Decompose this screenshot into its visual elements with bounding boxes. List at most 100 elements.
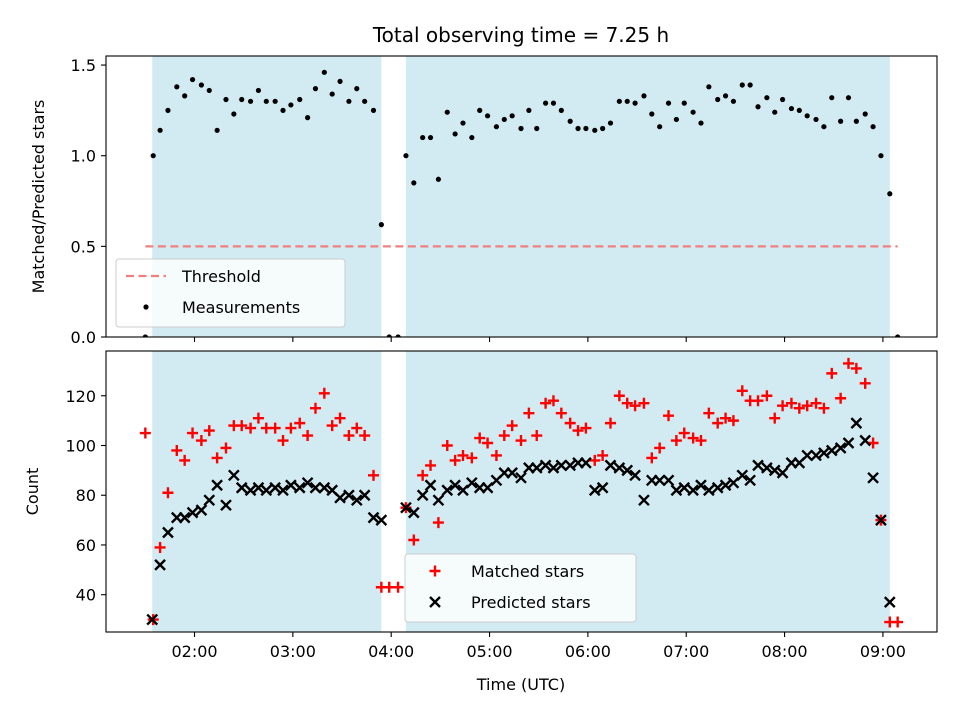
measurements-point	[878, 153, 884, 159]
x-tick-label: 03:00	[270, 642, 316, 661]
matched-stars-point	[139, 427, 151, 439]
matched-stars-point	[457, 449, 469, 461]
matched-stars-point	[842, 357, 854, 369]
predicted-stars-point	[744, 474, 756, 487]
predicted-stars-point	[367, 511, 380, 524]
measurements-point	[362, 98, 368, 104]
chart-title: Total observing time = 7.25 h	[372, 23, 669, 47]
predicted-stars-point	[776, 467, 789, 479]
x-tick-label: 06:00	[565, 642, 611, 661]
measurements-point	[182, 93, 188, 99]
measurements-point	[174, 84, 180, 90]
measurements-point	[493, 124, 500, 130]
measurements-point	[681, 100, 687, 106]
series-layer	[142, 69, 901, 337]
predicted-stars-point	[768, 464, 781, 477]
predicted-stars-point	[687, 484, 699, 497]
matched-stars-point	[801, 400, 813, 412]
predicted-stars-point	[883, 596, 896, 609]
predicted-stars-point	[432, 494, 445, 507]
measurements-point	[477, 107, 483, 113]
measurements-point	[739, 82, 745, 88]
measurements-point	[607, 120, 614, 126]
matched-stars-point	[646, 452, 658, 464]
matched-stars-point	[826, 367, 838, 379]
measurements-point	[624, 98, 630, 104]
measurements-point	[329, 91, 335, 97]
matched-stars-point	[277, 435, 289, 447]
legend-box	[404, 553, 637, 623]
predicted-stars-point	[662, 474, 675, 487]
matched-stars-point	[294, 417, 306, 429]
predicted-stars-point	[235, 481, 248, 494]
measurements-point	[772, 109, 778, 115]
matched-stars-point	[252, 412, 264, 424]
measurements-point	[780, 96, 786, 103]
measurements-point	[297, 96, 303, 103]
predicted-stars-point	[269, 481, 281, 494]
measurements-point	[198, 82, 204, 88]
measurements-point	[305, 115, 311, 121]
matched-stars-point	[432, 517, 444, 529]
predicted-stars-point	[441, 484, 454, 497]
measurements-point	[870, 124, 876, 130]
measurements-point	[280, 107, 286, 113]
legend-marker	[429, 596, 441, 608]
measurements-point	[558, 107, 564, 113]
predicted-stars-point	[613, 462, 626, 474]
predicted-stars-point	[719, 479, 732, 492]
measurements-point	[657, 124, 663, 130]
matched-stars-point	[695, 435, 707, 447]
predicted-stars-point	[506, 467, 519, 479]
measurements-point	[231, 111, 237, 117]
predicted-stars-point	[539, 459, 552, 472]
matched-stars-point	[302, 430, 314, 442]
x-tick-label: 09:00	[860, 642, 906, 661]
measurements-point	[263, 98, 269, 104]
x-tick-label: 04:00	[368, 642, 414, 661]
matched-stars-point	[555, 407, 567, 419]
predicted-stars-point	[564, 459, 577, 472]
predicted-stars-point	[678, 481, 691, 494]
matched-stars-point	[187, 427, 199, 439]
measurements-point	[411, 180, 417, 186]
predicted-stars-point	[400, 501, 412, 514]
measurements-point	[722, 93, 729, 99]
predicted-stars-point	[859, 434, 872, 447]
measurements-point	[157, 127, 163, 133]
predicted-stars-point	[515, 471, 527, 484]
matched-stars-point	[449, 454, 461, 466]
predicted-stars-point	[220, 499, 232, 512]
measurements-point	[165, 107, 171, 113]
legend: Threshold Measurements	[115, 258, 346, 328]
y-axis-label: Count	[23, 468, 42, 516]
x-tick-label: 02:00	[171, 642, 217, 661]
measurements-point	[698, 120, 704, 126]
predicted-stars-point	[211, 479, 223, 492]
predicted-stars-point	[424, 479, 437, 492]
x-tick-label: 07:00	[663, 642, 709, 661]
predicted-stars-point	[277, 484, 289, 497]
predicted-stars-point	[810, 449, 822, 462]
measurements-point	[518, 125, 524, 132]
matched-stars-point	[236, 420, 248, 432]
measurements-point	[312, 86, 319, 92]
legend-marker	[429, 565, 441, 577]
measurements-point	[788, 105, 795, 112]
matched-stars-point	[474, 432, 486, 444]
predicted-stars-point	[154, 559, 166, 571]
predicted-stars-point	[850, 417, 863, 429]
matched-stars-point	[162, 487, 174, 499]
matched-stars-point	[408, 534, 420, 546]
y-tick-label: 100	[65, 436, 96, 455]
matched-stars-point	[482, 437, 494, 449]
y-tick-label: 120	[65, 387, 96, 406]
measurements-point	[755, 104, 761, 110]
panel-counts: 02:00 03:00 04:00 05:00 06:00 07:00 08:00 09:00…	[23, 350, 938, 661]
measurements-point	[764, 95, 770, 101]
measurements-point	[730, 98, 737, 104]
x-axis-label: Time (UTC)	[476, 675, 565, 694]
measurements-point	[386, 334, 392, 337]
predicted-stars-point	[670, 484, 683, 497]
matched-stars-point	[351, 422, 363, 434]
